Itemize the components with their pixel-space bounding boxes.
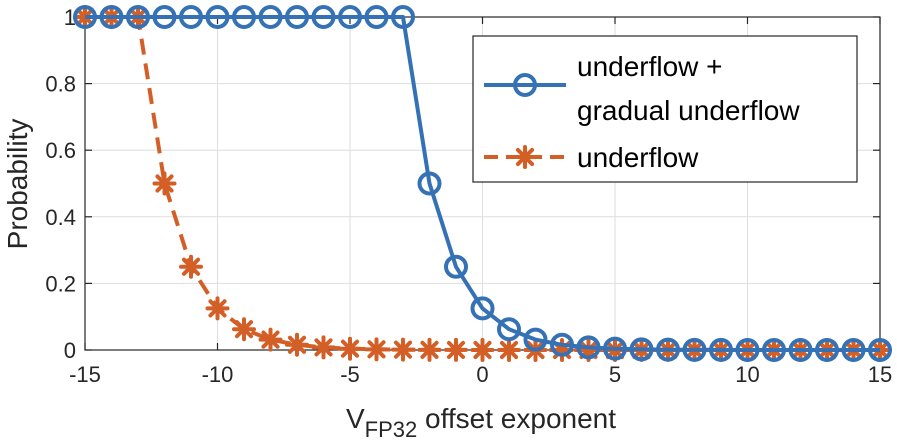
data-point-circle: [735, 337, 760, 362]
data-point-circle: [232, 5, 256, 29]
x-axis-label-main: V: [346, 403, 365, 434]
asterisk-stroke: [261, 330, 280, 349]
asterisk-stroke: [515, 147, 535, 167]
data-point-asterisk: [311, 335, 336, 360]
series-layer: [73, 5, 892, 362]
data-point-circle: [205, 5, 230, 29]
x-tick-label: 5: [609, 362, 621, 387]
asterisk-stroke: [420, 340, 439, 359]
data-point-asterisk: [258, 327, 283, 352]
x-tick-label: -10: [202, 362, 234, 387]
legend-entry-underflow: underflow: [484, 142, 699, 173]
asterisk-stroke: [208, 299, 227, 318]
data-point-circle: [258, 5, 283, 29]
asterisk-stroke: [367, 340, 386, 359]
asterisk-stroke: [446, 340, 466, 360]
data-point-circle: [285, 5, 309, 29]
legend-label-underflow: underflow: [577, 142, 699, 173]
data-point-circle: [364, 5, 389, 29]
y-tick-label: 0.6: [45, 138, 76, 163]
data-point-asterisk: [470, 337, 495, 362]
data-point-asterisk: [285, 332, 309, 357]
data-point-circle: [656, 337, 680, 362]
data-point-circle: [470, 296, 495, 321]
x-axis-label-subscript: FP32: [365, 417, 418, 442]
series-underflow-gradual: [73, 5, 892, 362]
x-tick-label: 10: [735, 362, 759, 387]
data-point-circle: [762, 337, 786, 362]
data-point-circle: [550, 332, 574, 357]
data-point-asterisk: [391, 337, 415, 362]
asterisk-stroke: [340, 339, 360, 358]
legend-entry-underflow-gradual: underflow + gradual underflow: [484, 51, 800, 126]
y-tick-label: 0.2: [45, 271, 76, 296]
data-point-circle: [788, 338, 813, 362]
x-axis-label-rest: offset exponent: [417, 403, 616, 434]
data-point-asterisk: [417, 337, 442, 362]
data-point-circle: [417, 171, 442, 196]
y-tick-label: 1: [64, 5, 76, 30]
data-point-circle: [682, 337, 707, 362]
data-point-circle: [391, 5, 415, 29]
asterisk-stroke: [287, 335, 307, 354]
data-point-asterisk: [497, 337, 521, 362]
data-point-circle: [126, 5, 150, 29]
asterisk-stroke: [234, 320, 254, 339]
asterisk-stroke: [155, 174, 174, 193]
y-axis-label: Probability: [2, 119, 33, 250]
data-point-asterisk: [232, 317, 256, 342]
x-tick-label: 15: [868, 362, 892, 387]
y-tick-label: 0: [64, 338, 76, 363]
asterisk-stroke: [181, 257, 201, 276]
x-tick-label: -15: [69, 362, 101, 387]
asterisk-stroke: [314, 338, 333, 357]
y-tick-label: 0.8: [45, 72, 76, 97]
data-point-circle: [709, 337, 733, 362]
data-point-circle: [444, 254, 468, 279]
data-point-circle: [99, 5, 124, 29]
data-point-asterisk: [179, 254, 203, 279]
legend-asterisk-glyph: [513, 145, 537, 169]
data-point-circle: [497, 317, 521, 342]
line-underflow-gradual: [85, 15, 880, 352]
data-point-asterisk: [152, 171, 177, 196]
data-point-circle: [73, 5, 97, 29]
legend-marker-asterisk: [513, 145, 537, 169]
data-point-circle: [841, 338, 866, 362]
data-point-asterisk: [444, 337, 468, 362]
data-point-circle: [152, 5, 177, 29]
data-point-circle: [868, 338, 892, 362]
data-point-asterisk: [364, 337, 389, 362]
asterisk-stroke: [473, 340, 492, 360]
legend-label-underflow-gradual-line2: gradual underflow: [577, 95, 800, 126]
data-point-circle: [629, 337, 654, 362]
data-point-circle: [338, 5, 362, 29]
data-point-circle: [603, 336, 627, 361]
legend-label-underflow-gradual-line1: underflow +: [577, 51, 723, 82]
x-tick-label: 0: [476, 362, 488, 387]
x-tick-label: -5: [340, 362, 360, 387]
y-tick-label: 0.4: [45, 205, 76, 230]
asterisk-stroke: [393, 340, 413, 359]
data-point-circle: [815, 338, 839, 362]
legend-marker-circle: [513, 73, 537, 97]
tick-layer: -15 -10 -5 0 5 10 15 0 0.2 0.4 0.6 0.8 1: [45, 5, 892, 387]
asterisk-stroke: [499, 340, 519, 360]
legend: underflow + gradual underflow underflow: [472, 35, 858, 183]
data-point-circle: [576, 335, 601, 360]
x-axis-label: VFP32 offset exponent: [346, 403, 616, 442]
data-point-asterisk: [205, 296, 230, 321]
data-point-circle: [523, 327, 548, 352]
data-point-circle: [311, 5, 336, 29]
data-point-asterisk: [338, 336, 362, 361]
data-point-circle: [179, 5, 203, 29]
